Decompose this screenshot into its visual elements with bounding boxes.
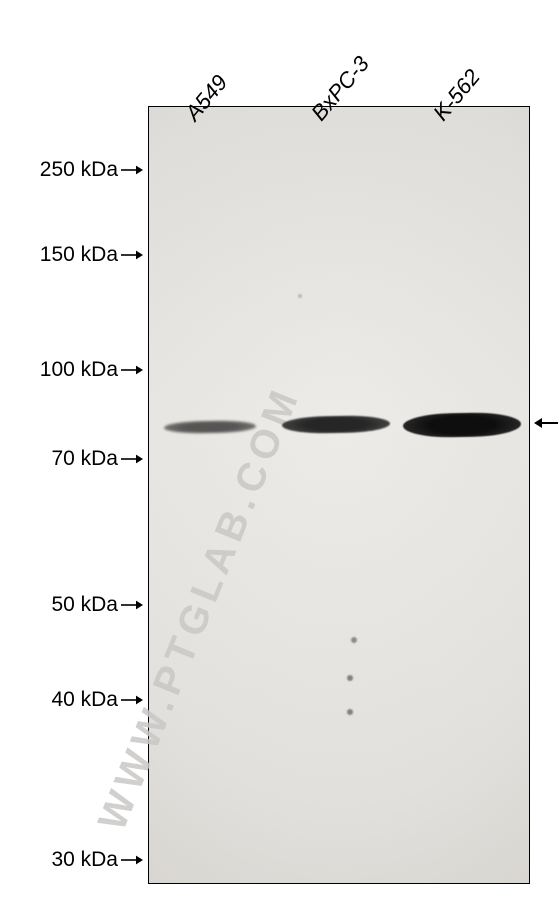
marker-label: 70 kDa xyxy=(51,447,118,471)
marker-label: 50 kDa xyxy=(51,593,118,617)
marker-arrow-icon xyxy=(121,247,147,263)
marker-arrow-icon xyxy=(121,362,147,378)
artifact-spot xyxy=(298,294,302,298)
marker-label: 250 kDa xyxy=(40,158,118,182)
artifact-spot xyxy=(347,709,353,715)
marker-arrow-icon xyxy=(121,692,147,708)
artifact-spot xyxy=(351,637,357,643)
marker-label: 40 kDa xyxy=(51,688,118,712)
band-indicator-arrow xyxy=(534,415,560,431)
marker-label: 150 kDa xyxy=(40,243,118,267)
artifact-spot xyxy=(347,675,353,681)
marker-arrow-icon xyxy=(121,162,147,178)
marker-arrow-icon xyxy=(121,597,147,613)
blot-membrane xyxy=(148,106,530,884)
marker-arrow-icon xyxy=(121,852,147,868)
marker-label: 100 kDa xyxy=(40,358,118,382)
marker-label: 30 kDa xyxy=(51,848,118,872)
marker-arrow-icon xyxy=(121,451,147,467)
